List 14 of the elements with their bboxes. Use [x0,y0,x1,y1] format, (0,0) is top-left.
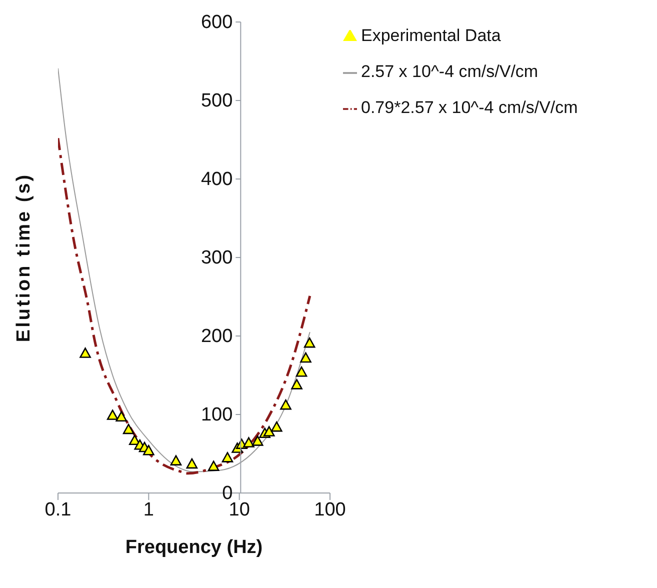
y-tick-label: 600 [200,12,233,33]
y-axis-title: Elution time (s) [14,172,35,342]
x-axis-title: Frequency (Hz) [125,537,263,558]
y-tick-label: 200 [200,326,233,347]
y-tick-label: 500 [200,90,233,112]
y-tick-label: 100 [200,404,233,426]
legend-label: 0.79*2.57 x 10^-4 cm/s/V/cm [361,98,578,117]
y-tick-label: 300 [200,248,233,268]
x-tick-label: 0.1 [44,499,72,520]
y-tick-label: 400 [200,169,233,190]
legend-label: Experimental Data [361,26,501,45]
x-tick-label: 100 [314,499,346,520]
x-tick-label: 1 [143,499,154,520]
legend-label: 2.57 x 10^-4 cm/s/V/cm [361,62,538,81]
